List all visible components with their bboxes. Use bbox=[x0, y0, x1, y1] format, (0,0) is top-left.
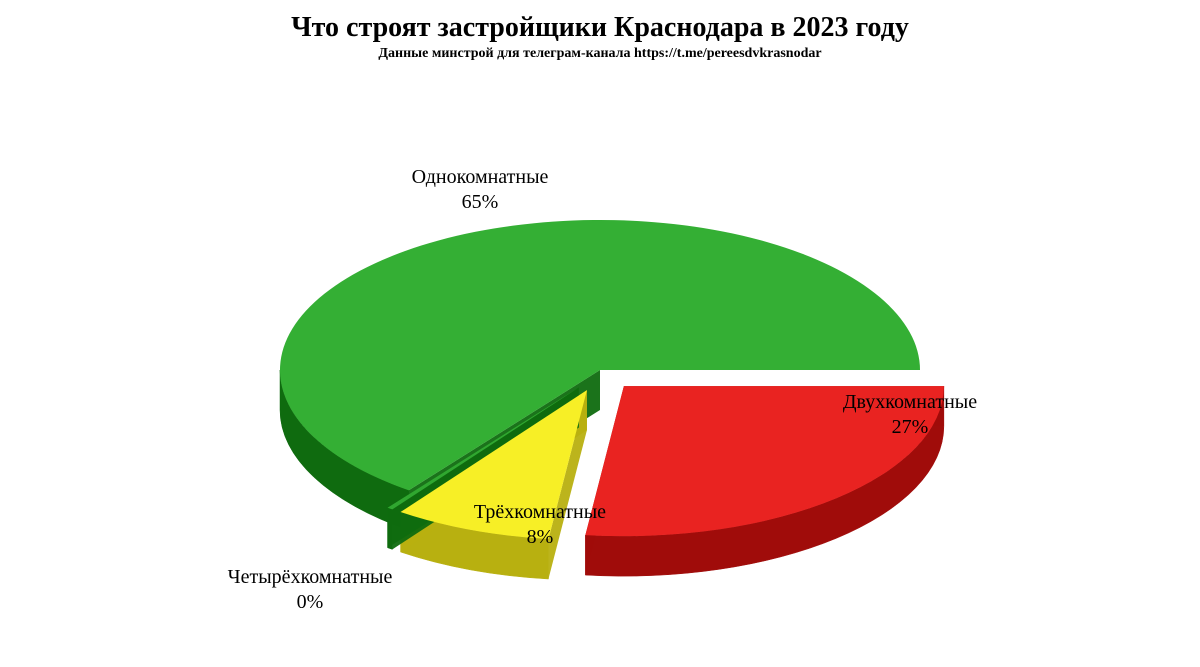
slice-label: Однокомнатные65% bbox=[412, 165, 549, 215]
slice-label-percent: 8% bbox=[474, 525, 606, 550]
slice-label-percent: 65% bbox=[412, 190, 549, 215]
slice-label-percent: 0% bbox=[228, 590, 393, 615]
slice-label: Трёхкомнатные8% bbox=[474, 500, 606, 550]
slice-label-percent: 27% bbox=[843, 415, 977, 440]
slice-label: Четырёхкомнатные0% bbox=[228, 565, 393, 615]
slice-label-text: Двухкомнатные bbox=[843, 390, 977, 415]
chart-container: Что строят застройщики Краснодара в 2023… bbox=[0, 0, 1200, 667]
pie-chart bbox=[0, 0, 1200, 667]
slice-label-text: Четырёхкомнатные bbox=[228, 565, 393, 590]
slice-label-text: Однокомнатные bbox=[412, 165, 549, 190]
slice-label-text: Трёхкомнатные bbox=[474, 500, 606, 525]
slice-label: Двухкомнатные27% bbox=[843, 390, 977, 440]
